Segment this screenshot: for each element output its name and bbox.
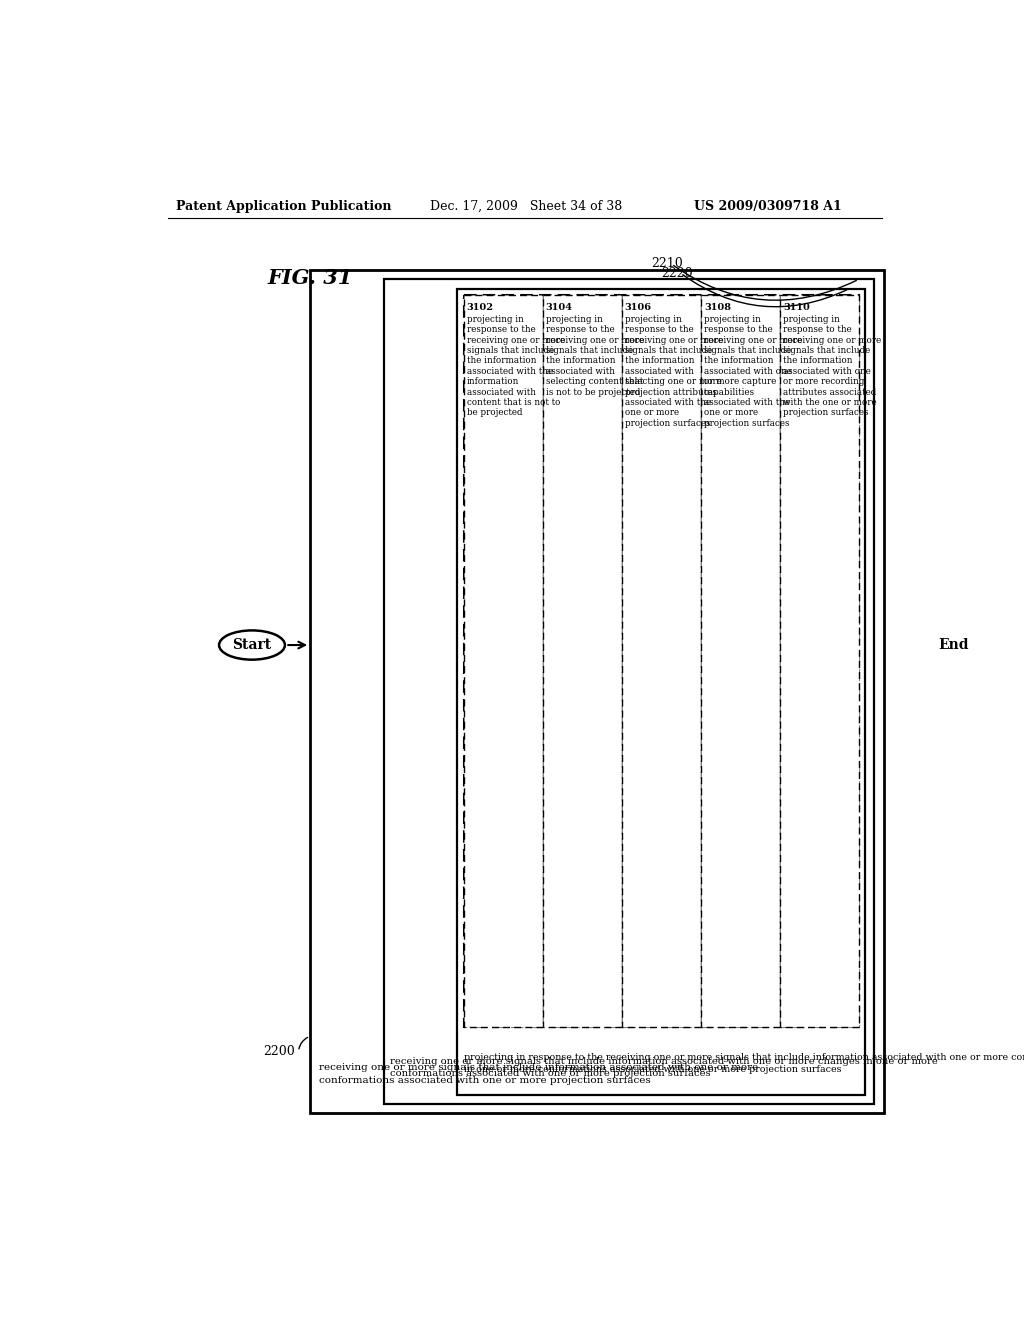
Text: in one or more conformations associated with one or more projection surfaces: in one or more conformations associated … (464, 1065, 841, 1073)
Ellipse shape (925, 631, 982, 659)
Text: 3110: 3110 (783, 302, 810, 312)
Text: projection surfaces: projection surfaces (783, 408, 868, 417)
Text: projecting in: projecting in (467, 315, 523, 323)
Text: associated with the: associated with the (625, 399, 711, 407)
Text: receiving one or more signals that include information associated with one or mo: receiving one or more signals that inclu… (390, 1057, 938, 1067)
FancyBboxPatch shape (458, 289, 865, 1094)
Text: receiving one or more: receiving one or more (783, 335, 881, 345)
FancyBboxPatch shape (384, 280, 874, 1104)
Text: response to the: response to the (625, 325, 693, 334)
Text: receiving one or more: receiving one or more (703, 335, 802, 345)
Text: Start: Start (232, 638, 271, 652)
Text: the information: the information (467, 356, 537, 366)
Text: content that is not to: content that is not to (467, 399, 560, 407)
Text: associated with: associated with (467, 388, 536, 396)
Text: receiving one or more: receiving one or more (546, 335, 644, 345)
FancyBboxPatch shape (464, 294, 859, 1027)
Text: the information: the information (546, 356, 615, 366)
Text: conformations associated with one or more projection surfaces: conformations associated with one or mor… (390, 1069, 711, 1078)
Text: selecting one or more: selecting one or more (625, 378, 722, 387)
Text: or more capture: or more capture (703, 378, 776, 387)
Text: response to the: response to the (467, 325, 536, 334)
Text: 2210: 2210 (651, 257, 683, 271)
Text: Patent Application Publication: Patent Application Publication (176, 199, 391, 213)
Text: information: information (467, 378, 519, 387)
Text: US 2009/0309718 A1: US 2009/0309718 A1 (693, 199, 842, 213)
Text: signals that include: signals that include (703, 346, 792, 355)
Text: associated with one: associated with one (703, 367, 792, 376)
Text: one or more: one or more (625, 408, 679, 417)
Text: signals that include: signals that include (546, 346, 633, 355)
Text: 3102: 3102 (467, 302, 494, 312)
Text: signals that include: signals that include (625, 346, 712, 355)
Text: response to the: response to the (703, 325, 772, 334)
Text: FIG. 31: FIG. 31 (267, 268, 352, 288)
Text: receiving one or more: receiving one or more (625, 335, 723, 345)
Text: projecting in: projecting in (625, 315, 682, 323)
FancyBboxPatch shape (310, 271, 884, 1113)
Text: projection surfaces: projection surfaces (703, 418, 790, 428)
Text: signals that include: signals that include (783, 346, 870, 355)
FancyBboxPatch shape (543, 294, 622, 1027)
Text: associated with the: associated with the (467, 367, 553, 376)
Text: receiving one or more signals that include information associated with one or mo: receiving one or more signals that inclu… (319, 1063, 759, 1072)
Text: 3106: 3106 (625, 302, 651, 312)
Ellipse shape (219, 631, 285, 660)
Text: End: End (938, 638, 969, 652)
Text: with the one or more: with the one or more (783, 399, 877, 407)
Text: selecting content that: selecting content that (546, 378, 643, 387)
Text: Dec. 17, 2009   Sheet 34 of 38: Dec. 17, 2009 Sheet 34 of 38 (430, 199, 623, 213)
FancyBboxPatch shape (700, 294, 779, 1027)
Text: 3108: 3108 (703, 302, 731, 312)
Text: projecting in: projecting in (546, 315, 602, 323)
Text: 2220: 2220 (660, 267, 692, 280)
Text: 3104: 3104 (546, 302, 572, 312)
Text: associated with one: associated with one (783, 367, 870, 376)
Text: projection attributes: projection attributes (625, 388, 717, 396)
Text: is not to be projected: is not to be projected (546, 388, 640, 396)
FancyBboxPatch shape (779, 294, 859, 1027)
Text: be projected: be projected (467, 408, 522, 417)
Text: capabilities: capabilities (703, 388, 755, 396)
Text: one or more: one or more (703, 408, 758, 417)
Text: signals that include: signals that include (467, 346, 554, 355)
FancyBboxPatch shape (622, 294, 700, 1027)
Text: projection surfaces: projection surfaces (625, 418, 711, 428)
Text: conformations associated with one or more projection surfaces: conformations associated with one or mor… (319, 1076, 651, 1085)
Text: the information: the information (703, 356, 773, 366)
Text: the information: the information (783, 356, 852, 366)
Text: associated with the: associated with the (703, 399, 790, 407)
Text: receiving one or more: receiving one or more (467, 335, 565, 345)
Text: associated with: associated with (625, 367, 694, 376)
Text: projecting in: projecting in (703, 315, 761, 323)
Text: associated with: associated with (546, 367, 614, 376)
Text: projecting in: projecting in (783, 315, 840, 323)
Text: or more recording: or more recording (783, 378, 864, 387)
Text: response to the: response to the (783, 325, 852, 334)
Text: response to the: response to the (546, 325, 614, 334)
Text: the information: the information (625, 356, 694, 366)
FancyBboxPatch shape (464, 294, 543, 1027)
Text: attributes associated: attributes associated (783, 388, 877, 396)
Text: projecting in response to the receiving one or more signals that include informa: projecting in response to the receiving … (464, 1053, 1024, 1063)
Text: 2200: 2200 (263, 1045, 295, 1059)
